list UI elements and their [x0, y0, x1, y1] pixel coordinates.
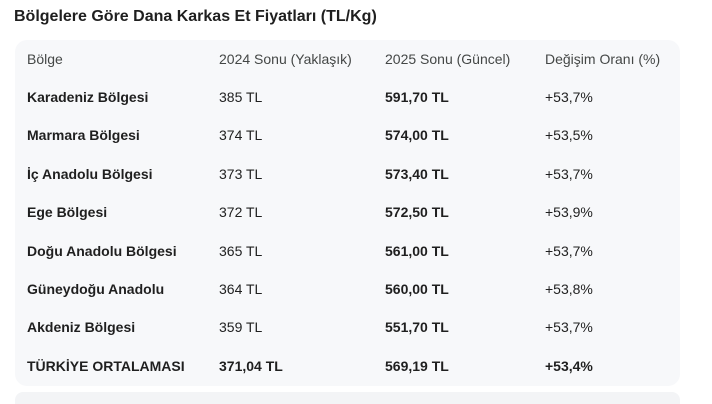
value-cell: 365 TL [219, 242, 263, 259]
value-cell: 371,04 TL [219, 357, 283, 374]
value-cell: +53,7% [545, 319, 593, 336]
region-cell: Doğu Anadolu Bölgesi [27, 242, 177, 259]
value-cell: 591,70 TL [385, 89, 449, 105]
column-header: 2024 Sonu (Yaklaşık) [219, 51, 352, 67]
value-cell: 551,70 TL [385, 319, 449, 336]
value-cell: +53,7% [545, 165, 593, 182]
next-block [15, 392, 680, 404]
value-cell: 572,50 TL [385, 204, 449, 221]
value-cell: 374 TL [219, 127, 263, 144]
column-header: Değişim Oranı (%) [545, 51, 661, 67]
column-header: 2025 Sonu (Güncel) [385, 51, 511, 67]
value-cell: 560,00 TL [385, 281, 449, 297]
value-cell: +53,8% [545, 281, 593, 297]
value-cell: +53,7% [545, 242, 593, 259]
value-cell: 372 TL [219, 204, 263, 221]
region-cell: Karadeniz Bölgesi [27, 89, 149, 105]
value-cell: 561,00 TL [385, 242, 449, 259]
value-cell: +53,7% [545, 89, 593, 105]
region-cell: Akdeniz Bölgesi [27, 319, 136, 336]
value-cell: +53,4% [545, 357, 593, 374]
value-cell: 373 TL [219, 165, 263, 182]
value-cell: +53,5% [545, 127, 593, 144]
region-cell: TÜRKİYE ORTALAMASI [27, 357, 185, 374]
value-cell: 573,40 TL [385, 165, 449, 182]
value-cell: 364 TL [219, 281, 263, 297]
table [15, 40, 680, 386]
title: Bölgelere Göre Dana Karkas Et Fiyatları … [14, 8, 377, 25]
value-cell: 359 TL [219, 319, 263, 336]
value-cell: +53,9% [545, 204, 593, 221]
region-cell: Ege Bölgesi [27, 204, 108, 221]
value-cell: 574,00 TL [385, 127, 449, 144]
column-header: Bölge [27, 51, 63, 67]
value-cell: 569,19 TL [385, 357, 449, 374]
region-cell: Güneydoğu Anadolu [27, 281, 165, 297]
region-cell: Marmara Bölgesi [27, 127, 140, 144]
region-cell: İç Anadolu Bölgesi [27, 165, 153, 182]
value-cell: 385 TL [219, 89, 263, 105]
